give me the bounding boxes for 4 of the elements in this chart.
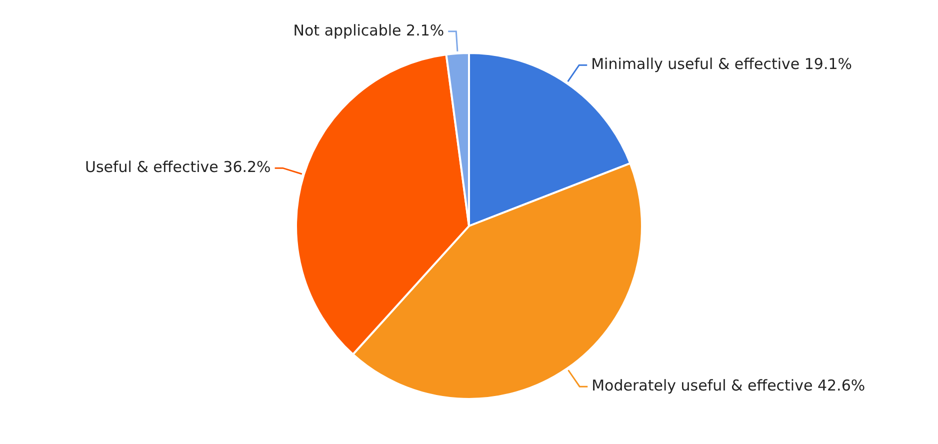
slice-label: Not applicable 2.1% xyxy=(293,21,444,40)
slice-label: Useful & effective 36.2% xyxy=(84,158,271,176)
slice-label: Minimally useful & effective 19.1% xyxy=(591,54,852,73)
slice-label: Moderately useful & effective 42.6% xyxy=(592,376,866,394)
